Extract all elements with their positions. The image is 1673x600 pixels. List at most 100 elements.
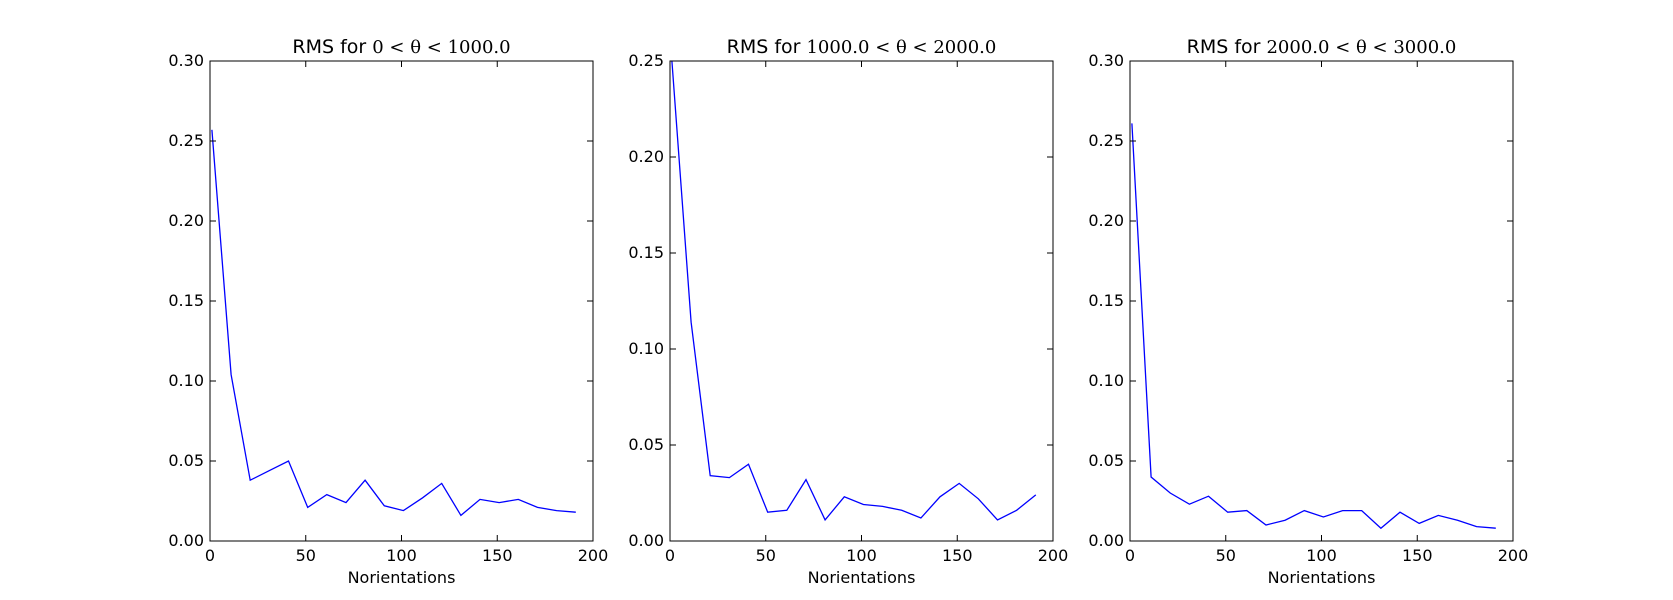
series-line [211,129,576,517]
data-point [767,512,768,513]
data-point [1151,476,1152,477]
data-point [729,477,730,478]
data-point [1208,496,1209,497]
y-tick-label: 0.10 [168,371,204,390]
data-point [1361,510,1362,511]
x-tick-label: 150 [1402,546,1433,565]
data-point [978,498,979,499]
y-tick-label: 0.10 [628,339,664,358]
data-point [288,460,289,461]
y-tick-label: 0.00 [168,531,204,550]
subplot-2: 0 50 100 150 200 0.00 0.05 0.10 0.15 0.20 0.25 Nori… [628,36,1068,587]
data-point [307,507,308,508]
y-tick-label: 0.10 [1088,371,1124,390]
data-point [939,496,940,497]
data-point [901,510,902,511]
y-tick-label: 0.25 [628,51,664,70]
y-tick-label: 0.05 [1088,451,1124,470]
data-point [1380,528,1381,529]
data-point [691,322,692,323]
y-tick-label: 0.20 [1088,211,1124,230]
data-point [1227,512,1228,513]
y-tick-label: 0.05 [168,451,204,470]
data-point [805,479,806,480]
y-tick-label: 0.30 [1088,51,1124,70]
chart-title-prefix: RMS for [292,36,366,58]
data-point [537,507,538,508]
chart-title: RMS for 1000.0 < θ < 2000.0 [727,36,997,58]
x-tick-label: 50 [296,546,316,565]
data-point [1246,510,1247,511]
axes-frame [209,60,594,542]
x-tick-label: 100 [386,546,417,565]
data-point [384,505,385,506]
x-tick-label: 0 [665,546,675,565]
data-point [556,510,557,511]
data-point [250,480,251,481]
y-tick-label: 0.20 [628,147,664,166]
data-point [1304,510,1305,511]
y-tick-label: 0.20 [168,211,204,230]
x-tick-label: 200 [1038,546,1069,565]
series-line [671,60,1037,522]
y-tick-label: 0.00 [1088,531,1124,550]
data-point [1342,510,1343,511]
data-point [231,374,232,375]
y-tick-label: 0.30 [168,51,204,70]
x-tick-label: 150 [942,546,973,565]
data-point [863,504,864,505]
x-axis-label: Norientations [348,568,456,587]
y-tick-label: 0.05 [628,435,664,454]
data-point [1285,520,1286,521]
y-tick-label: 0.00 [628,531,664,550]
x-tick-label: 0 [205,546,215,565]
data-point [518,499,519,500]
y-tick-label: 0.15 [168,291,204,310]
y-tick-label: 0.15 [1088,291,1124,310]
x-tick-label: 50 [1216,546,1236,565]
data-point [345,502,346,503]
x-axis-label: Norientations [808,568,916,587]
data-point [326,494,327,495]
data-point [1495,528,1496,529]
x-tick-label: 200 [578,546,609,565]
x-tick-label: 150 [482,546,513,565]
data-point [479,499,480,500]
chart-title-prefix: RMS for [727,36,801,58]
x-tick-label: 100 [1306,546,1337,565]
data-point [441,483,442,484]
data-point [920,517,921,518]
data-point [422,497,423,498]
data-point [1016,510,1017,511]
data-point [825,519,826,520]
chart-title-math: 0 < θ < 1000.0 [372,37,510,58]
data-point [1035,494,1036,495]
chart-title-math: 2000.0 < θ < 3000.0 [1266,37,1456,58]
chart-title: RMS for 2000.0 < θ < 3000.0 [1187,36,1457,58]
y-tick-label: 0.25 [168,131,204,150]
data-point [997,519,998,520]
data-point [959,483,960,484]
chart-title-math: 1000.0 < θ < 2000.0 [806,37,996,58]
axes-frame [1129,60,1514,542]
data-point [1189,504,1190,505]
subplot-1: 0 50 100 150 200 0.00 0.05 0.10 0.15 0.20 0.25 0.30… [168,36,608,587]
data-point [269,470,270,471]
chart-title-prefix: RMS for [1187,36,1261,58]
data-point [1131,123,1132,124]
data-point [1399,512,1400,513]
data-point [211,129,212,130]
data-point [1419,523,1420,524]
data-point [1457,520,1458,521]
data-point [844,496,845,497]
y-tick-label: 0.25 [1088,131,1124,150]
data-point [460,515,461,516]
data-point [1323,516,1324,517]
data-point [786,510,787,511]
x-axis-label: Norientations [1268,568,1376,587]
y-tick-label: 0.15 [628,243,664,262]
subplot-3: 0 50 100 150 200 0.00 0.05 0.10 0.15 0.20 0.25 0.30… [1088,36,1528,587]
axes-frame [669,60,1054,542]
data-point [365,480,366,481]
